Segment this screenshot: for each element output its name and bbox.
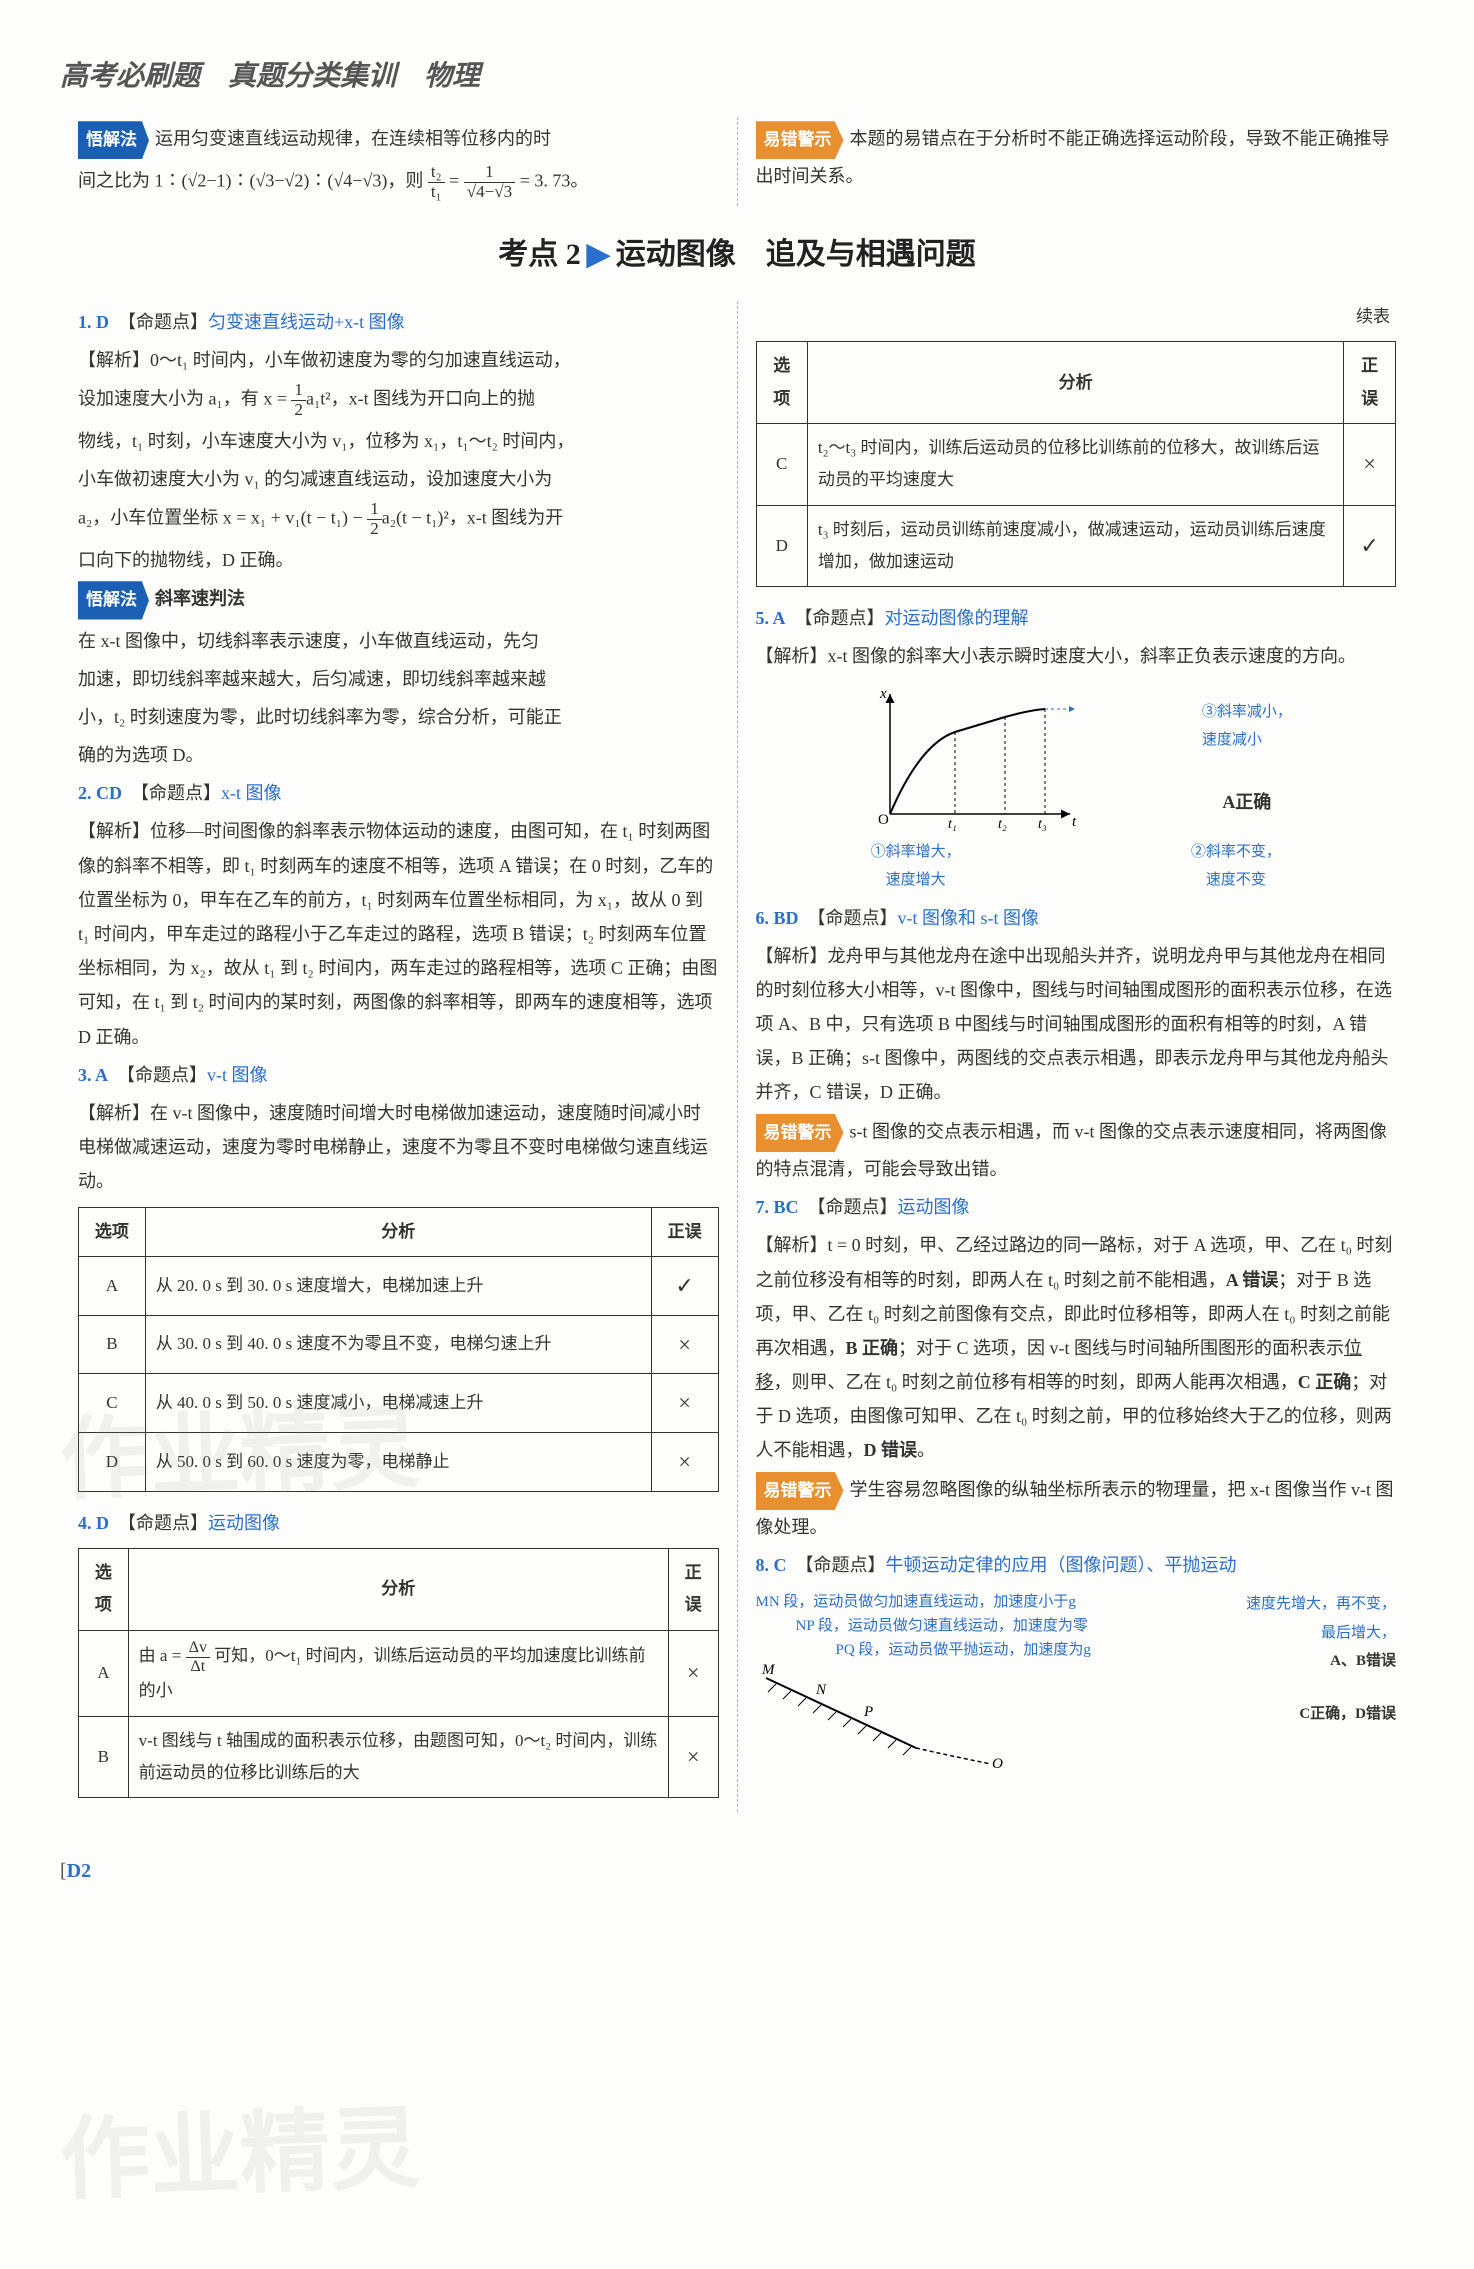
- q1-wu: 悟解法斜率速判法: [78, 581, 719, 619]
- q3-ana: 【解析】在 v-t 图像中，速度随时间增大时电梯做加速运动，速度随时间减小时电梯…: [78, 1096, 719, 1199]
- q8-figure: MN 段，运动员做匀加速直线运动，加速度小于g NP 段，运动员做匀速直线运动，…: [756, 1590, 1397, 1779]
- svg-text:N: N: [815, 1682, 827, 1698]
- svg-text:M: M: [761, 1662, 776, 1678]
- wu-block-top: 悟解法运用匀变速直线运动规律，在连续相等位移内的时: [78, 121, 719, 159]
- continue-label: 续表: [756, 301, 1397, 333]
- svg-text:Q: Q: [992, 1756, 1003, 1768]
- section-title: 考点 2▶运动图像 追及与相遇问题: [60, 226, 1414, 283]
- q1-head: 1. D 【命题点】匀变速直线运动+x-t 图像: [78, 305, 719, 339]
- q6-ana: 【解析】龙舟甲与其他龙舟在途中出现船头并齐，说明龙舟甲与其他龙舟在相同的时刻位移…: [756, 939, 1397, 1110]
- q5-figure: O x t t₁ t₂ t₃: [756, 684, 1397, 895]
- q1-ana: 【解析】0～t₁ 时间内，小车做初速度为零的匀加速直线运动，: [78, 343, 719, 377]
- q2-ana: 【解析】位移—时间图像的斜率表示物体运动的速度，由图可知，在 t₁ 时刻两图像的…: [78, 814, 719, 1053]
- page-number: [D2: [60, 1852, 1414, 1890]
- svg-text:O: O: [878, 812, 889, 828]
- q7-ana: 【解析】t = 0 时刻，甲、乙经过路边的同一路标，对于 A 选项，甲、乙在 t…: [756, 1228, 1397, 1467]
- q7-warn: 易错警示学生容易忽略图像的纵轴坐标所表示的物理量，把 x-t 图像当作 v-t …: [756, 1472, 1397, 1544]
- q3-head: 3. A 【命题点】v-t 图像: [78, 1058, 719, 1092]
- svg-text:t: t: [1072, 814, 1077, 830]
- svg-text:x: x: [879, 686, 887, 702]
- watermark2: 作业精灵: [57, 2064, 423, 2247]
- tag-wu: 悟解法: [78, 121, 149, 159]
- q6-head: 6. BD 【命题点】v-t 图像和 s-t 图像: [756, 901, 1397, 935]
- wu-line2: 间之比为 1∶(√2−1)∶(√3−√2)∶(√4−√3)，则 t₂t₁ = 1…: [78, 163, 719, 202]
- q6-warn: 易错警示s-t 图像的交点表示相遇，而 v-t 图像的交点表示速度相同，将两图像…: [756, 1114, 1397, 1186]
- q8-head: 8. C 【命题点】牛顿运动定律的应用（图像问题）、平抛运动: [756, 1548, 1397, 1582]
- q2-head: 2. CD 【命题点】x-t 图像: [78, 776, 719, 810]
- warn-block-top: 易错警示本题的易错点在于分析时不能正确选择运动阶段，导致不能正确推导出时间关系。: [756, 121, 1397, 193]
- q4b-table: 选项分析正误 Ct₂～t₃ 时间内，训练后运动员的位移比训练前的位移大，故训练后…: [756, 341, 1397, 587]
- q3-table: 选项分析正误 A从 20. 0 s 到 30. 0 s 速度增大，电梯加速上升✓…: [78, 1207, 719, 1492]
- svg-text:t₁: t₁: [948, 817, 957, 832]
- q7-head: 7. BC 【命题点】运动图像: [756, 1190, 1397, 1224]
- tag-warn-top: 易错警示: [756, 121, 844, 159]
- svg-text:t₂: t₂: [998, 817, 1007, 832]
- page-header: 高考必刷题 真题分类集训 物理: [60, 50, 1414, 103]
- q5-head: 5. A 【命题点】对运动图像的理解: [756, 601, 1397, 635]
- svg-text:P: P: [863, 1704, 873, 1720]
- svg-text:t₃: t₃: [1038, 817, 1047, 832]
- q4-table: 选项分析正误 A 由 a = ΔvΔt 可知，0～t₁ 时间内，训练后运动员的平…: [78, 1548, 719, 1798]
- q4-head: 4. D 【命题点】运动图像: [78, 1506, 719, 1540]
- q5-ana: 【解析】x-t 图像的斜率大小表示瞬时速度大小，斜率正负表示速度的方向。: [756, 639, 1397, 673]
